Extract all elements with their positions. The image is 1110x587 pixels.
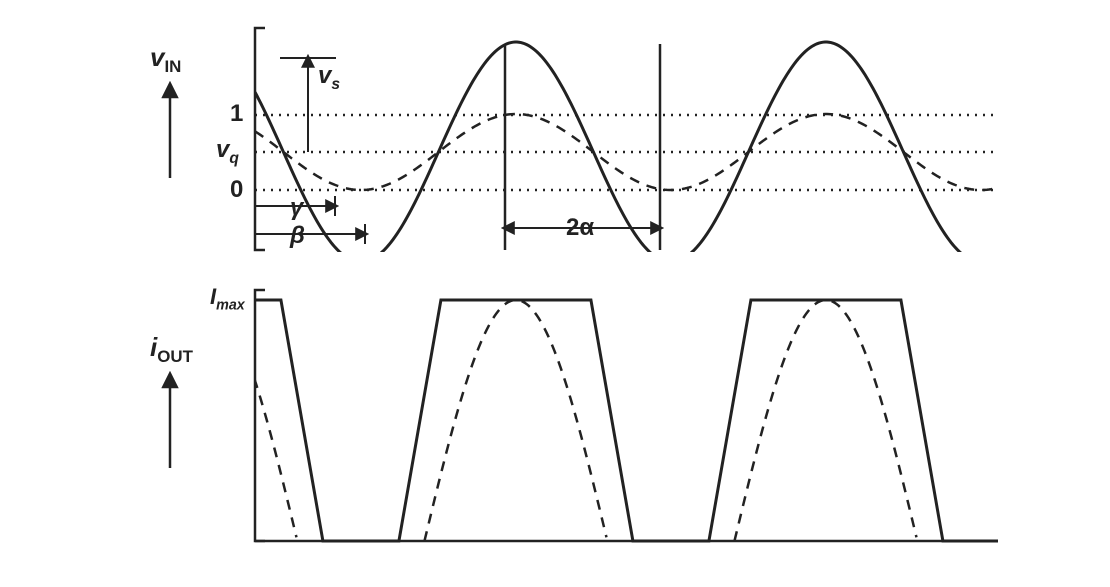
imax-label: Imax [210,284,245,313]
waveform-figure [0,0,1110,587]
vs-symbol: v [318,62,331,89]
vq-label: vq [216,136,239,168]
gamma-label: γ [290,194,303,222]
vin-sub: IN [164,57,181,76]
imax-sub: max [216,297,245,313]
iout-sub: OUT [157,347,193,366]
vs-label: vs [318,62,340,94]
iout-label: iOUT [150,332,193,367]
beta-label: β [290,222,305,250]
vs-sub: s [331,76,340,93]
tick-one: 1 [230,100,243,128]
vin-symbol: v [150,42,164,72]
two-alpha-label: 2α [566,214,594,242]
vq-symbol: v [216,136,229,163]
tick-zero: 0 [230,176,243,204]
vq-sub: q [229,150,239,167]
vin-label: vIN [150,42,181,77]
